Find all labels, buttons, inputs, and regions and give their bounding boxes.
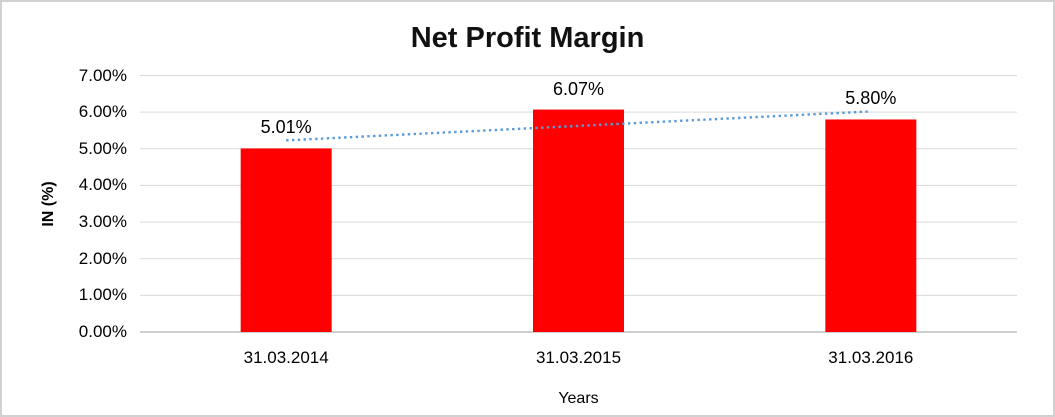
y-tick-label-2.00%: 2.00% [78, 248, 127, 268]
y-tick-label-1.00%: 1.00% [78, 285, 127, 305]
data-label-31.03.2014: 5.01% [260, 117, 312, 138]
bar-31.03.2015 [533, 109, 624, 333]
linear-trendline [286, 110, 871, 142]
y-tick-label-6.00%: 6.00% [78, 102, 127, 122]
y-tick-label-5.00%: 5.00% [78, 138, 127, 158]
y-axis-title: IN (%) [40, 181, 57, 227]
y-tick-label-7.00%: 7.00% [78, 65, 127, 85]
x-tick-label-31.03.2015: 31.03.2015 [535, 348, 622, 367]
bar-31.03.2016 [825, 119, 917, 332]
y-tick-label-4.00%: 4.00% [78, 175, 127, 195]
chart-title: Net Profit Margin [410, 22, 645, 54]
x-tick-label-31.03.2014: 31.03.2014 [243, 348, 329, 367]
y-tick-label-3.00%: 3.00% [78, 212, 127, 232]
bar-31.03.2014 [240, 148, 332, 332]
x-tick-label-31.03.2016: 31.03.2016 [828, 348, 914, 367]
data-label-31.03.2016: 5.80% [845, 88, 897, 109]
data-label-31.03.2015: 6.07% [552, 78, 605, 99]
x-axis-title: Years [558, 390, 599, 407]
y-tick-label-0.00%: 0.00% [78, 322, 127, 341]
